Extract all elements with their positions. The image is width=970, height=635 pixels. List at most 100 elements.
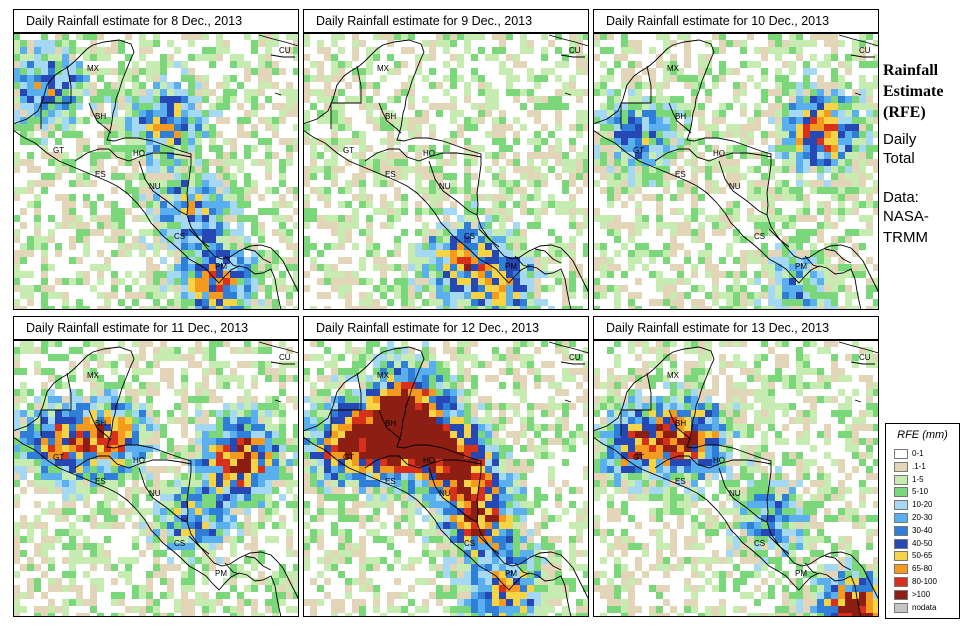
rainfall-cell	[817, 159, 824, 166]
rainfall-cell	[216, 299, 223, 306]
rainfall-cell	[677, 292, 684, 299]
rainfall-cell	[230, 292, 237, 299]
rainfall-cell	[817, 264, 824, 271]
rainfall-cell	[244, 494, 251, 501]
rainfall-cell	[810, 82, 817, 89]
rainfall-cell	[76, 403, 83, 410]
coastline	[428, 160, 478, 216]
rainfall-cell	[436, 201, 443, 208]
rainfall-cell	[600, 152, 607, 159]
rainfall-cell	[859, 138, 866, 145]
rainfall-cell	[153, 299, 160, 306]
rainfall-cell	[768, 110, 775, 117]
rainfall-cell	[499, 40, 506, 47]
rainfall-cell	[670, 285, 677, 292]
rainfall-cell	[167, 243, 174, 250]
rainfall-cell	[824, 110, 831, 117]
rainfall-cell	[534, 131, 541, 138]
rainfall-cell	[775, 75, 782, 82]
rainfall-cell	[352, 306, 359, 310]
rainfall-cell	[649, 75, 656, 82]
rainfall-cell	[331, 180, 338, 187]
rainfall-cell	[48, 340, 55, 347]
rainfall-cell	[387, 299, 394, 306]
rainfall-cell	[775, 187, 782, 194]
rainfall-cell	[331, 145, 338, 152]
rainfall-cell	[160, 96, 167, 103]
rainfall-cell	[824, 264, 831, 271]
rainfall-cell	[761, 159, 768, 166]
rainfall-cell	[195, 389, 202, 396]
rainfall-cell	[279, 494, 286, 501]
rainfall-cell	[76, 222, 83, 229]
rainfall-cell	[90, 508, 97, 515]
rainfall-cell	[443, 264, 450, 271]
rainfall-cell	[649, 47, 656, 54]
rainfall-cell	[139, 89, 146, 96]
rainfall-cell	[366, 375, 373, 382]
rainfall-cell	[471, 208, 478, 215]
rainfall-cell	[614, 166, 621, 173]
rainfall-cell	[223, 159, 230, 166]
rainfall-cell	[244, 543, 251, 550]
rainfall-cell	[415, 438, 422, 445]
rainfall-cell	[471, 215, 478, 222]
rainfall-cell	[188, 543, 195, 550]
rainfall-cell	[118, 613, 125, 617]
rainfall-cell	[153, 180, 160, 187]
rainfall-cell	[401, 278, 408, 285]
rainfall-cell	[188, 96, 195, 103]
rainfall-cell	[216, 173, 223, 180]
rainfall-cell	[181, 75, 188, 82]
rainfall-cell	[132, 131, 139, 138]
rainfall-cell	[408, 82, 415, 89]
rainfall-cell	[593, 82, 600, 89]
rainfall-cell	[174, 82, 181, 89]
rainfall-cell	[775, 68, 782, 75]
coastline	[534, 248, 562, 264]
rainfall-cell	[422, 361, 429, 368]
rainfall-cell	[527, 257, 534, 264]
rainfall-cell	[569, 264, 576, 271]
rainfall-cell	[286, 396, 293, 403]
rainfall-cell	[373, 208, 380, 215]
rainfall-cell	[387, 340, 394, 347]
rainfall-cell	[583, 208, 589, 215]
rainfall-cell	[41, 417, 48, 424]
rainfall-cell	[527, 340, 534, 347]
rainfall-cell	[125, 459, 132, 466]
rainfall-cell	[614, 173, 621, 180]
rainfall-cell	[181, 215, 188, 222]
rainfall-cell	[450, 431, 457, 438]
rainfall-cell	[768, 166, 775, 173]
rainfall-cell	[436, 368, 443, 375]
rainfall-cell	[310, 89, 317, 96]
coastline	[668, 102, 692, 134]
rainfall-cell	[118, 159, 125, 166]
rainfall-cell	[303, 75, 310, 82]
country-label-gt: GT	[343, 146, 354, 155]
rainfall-cell	[97, 194, 104, 201]
coastline	[330, 65, 362, 129]
rainfall-cell	[272, 61, 279, 68]
rainfall-cell	[712, 145, 719, 152]
rainfall-cell	[69, 166, 76, 173]
rainfall-cell	[55, 585, 62, 592]
rainfall-cell	[803, 75, 810, 82]
rainfall-cell	[83, 410, 90, 417]
rainfall-cell	[310, 208, 317, 215]
rainfall-cell	[174, 466, 181, 473]
rainfall-cell	[160, 536, 167, 543]
rainfall-cell	[216, 543, 223, 550]
rainfall-cell	[48, 389, 55, 396]
rainfall-cell	[34, 61, 41, 68]
rainfall-cell	[265, 438, 272, 445]
rainfall-cell	[698, 68, 705, 75]
rainfall-cell	[230, 368, 237, 375]
rainfall-cell	[41, 257, 48, 264]
rainfall-cell	[796, 285, 803, 292]
rainfall-cell	[303, 96, 310, 103]
rainfall-cell	[167, 194, 174, 201]
rainfall-cell	[97, 354, 104, 361]
rainfall-cell	[272, 201, 279, 208]
